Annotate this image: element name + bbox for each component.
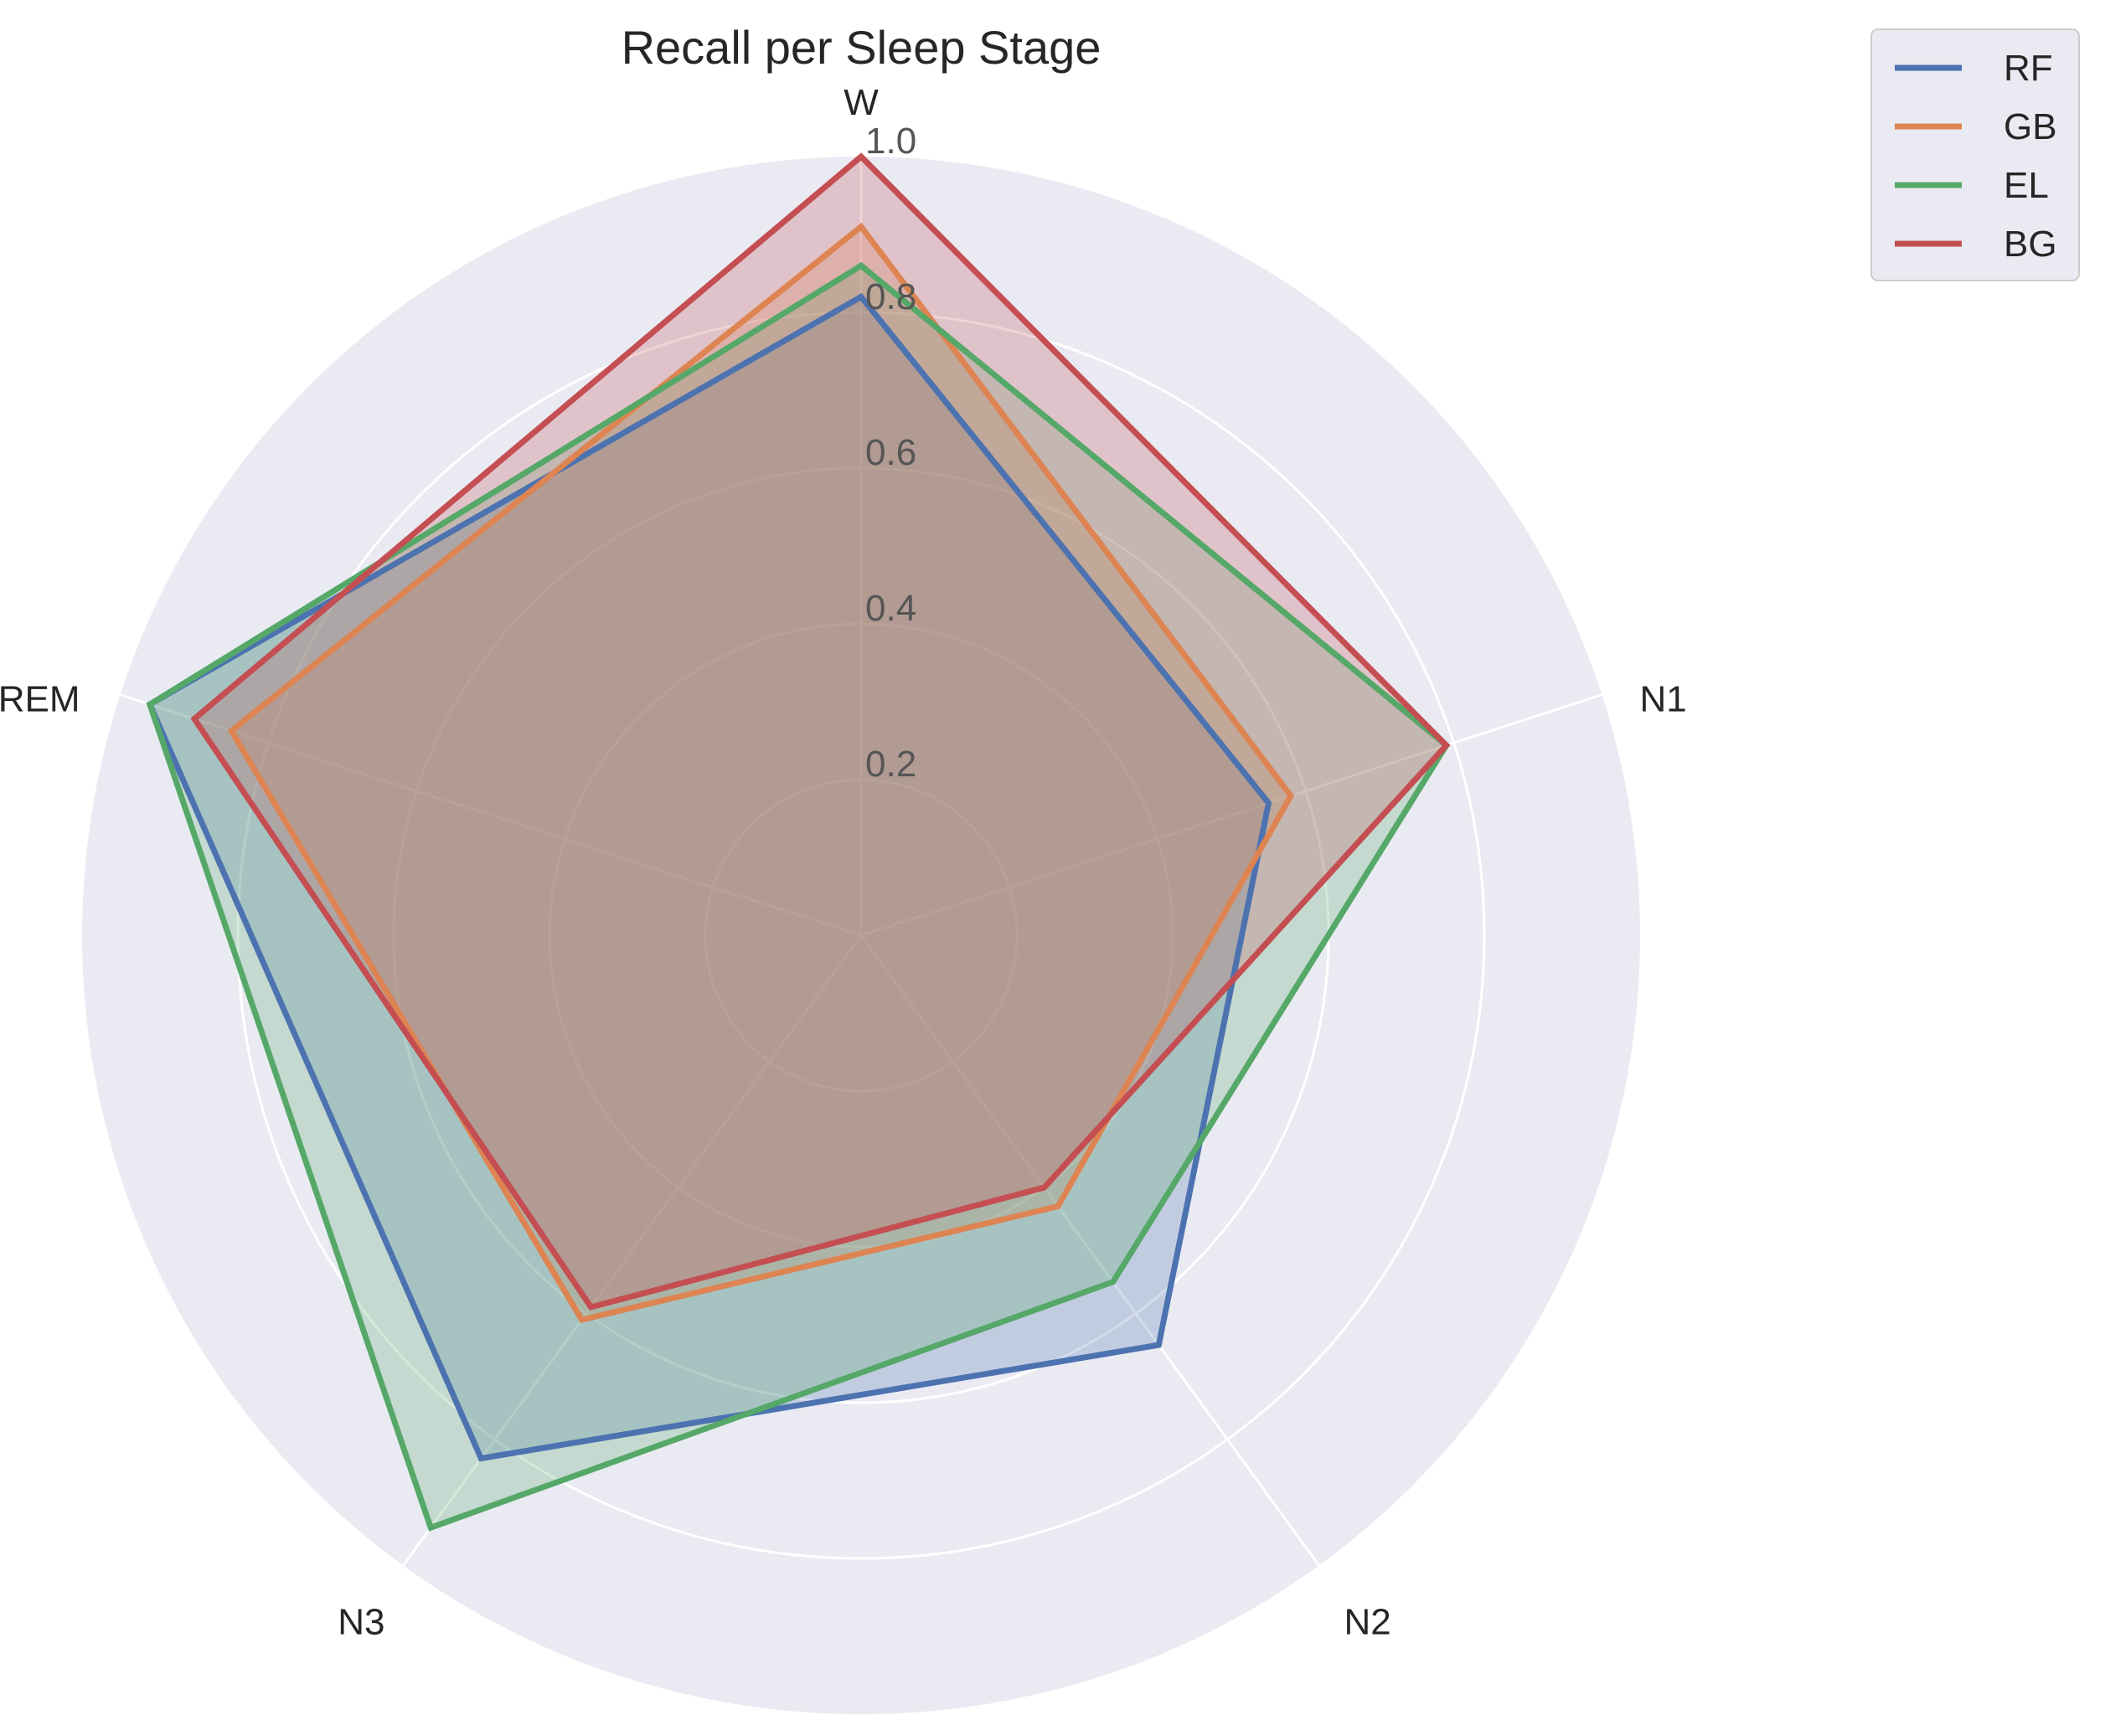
r-tick-label: 0.2 <box>865 744 916 785</box>
legend: RF GB EL BG <box>1870 28 2080 281</box>
axis-label-n1: N1 <box>1639 679 1686 720</box>
legend-box <box>1870 28 2080 281</box>
axis-label-w: W <box>844 82 879 123</box>
legend-label-el: EL <box>2004 165 2049 206</box>
series-fill-rf <box>149 296 1269 1459</box>
series-line-bg <box>190 152 1451 1311</box>
chart-title: Recall per Sleep Stage <box>622 21 1102 74</box>
r-tick-label: 1.0 <box>865 121 916 162</box>
spoke-line <box>860 693 1602 937</box>
legend-label-rf: RF <box>2004 48 2053 89</box>
axis-label-rem: REM <box>0 679 80 720</box>
series-line-rf <box>146 292 1272 1462</box>
r-tick-label: 0.8 <box>865 276 916 317</box>
axis-label-n3: N3 <box>338 1601 384 1642</box>
spoke-line <box>120 693 862 937</box>
series-fill-bg <box>194 157 1447 1307</box>
axis-label-n2: N2 <box>1344 1601 1391 1642</box>
series-fill-el <box>149 265 1447 1528</box>
legend-label-gb: GB <box>2004 106 2057 147</box>
spoke-line <box>859 935 1320 1567</box>
r-tick-label: 0.4 <box>865 588 916 629</box>
r-tick-label: 0.6 <box>865 432 916 473</box>
legend-label-bg: BG <box>2004 224 2057 265</box>
series-line-el <box>146 261 1451 1532</box>
series-line-gb <box>227 222 1295 1324</box>
